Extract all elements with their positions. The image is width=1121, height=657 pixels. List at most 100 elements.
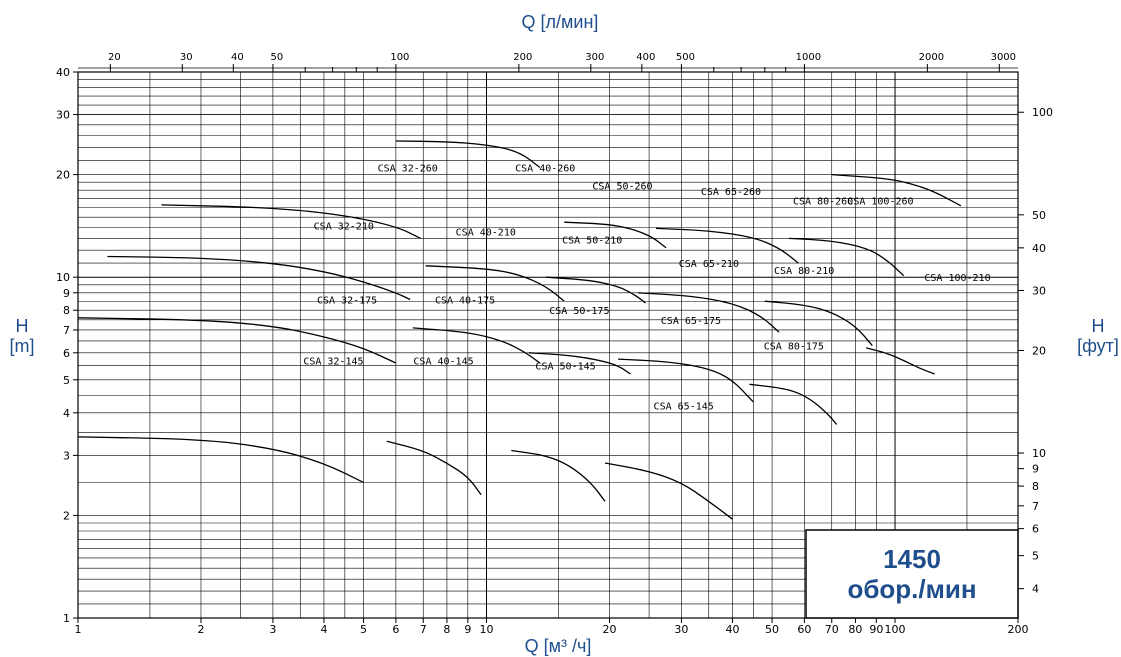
y2-tick-label: 50 <box>1032 209 1046 222</box>
y-tick-label: 10 <box>56 271 70 284</box>
x-tick-label: 10 <box>480 623 494 636</box>
x-tick-label: 7 <box>420 623 427 636</box>
y2-tick-label: 5 <box>1032 550 1039 563</box>
y-tick-label: 3 <box>63 449 70 462</box>
pump-curve-csa-50-210 <box>546 276 646 304</box>
pump-curve-csa-32-145 <box>77 436 364 483</box>
x-tick-label: 6 <box>392 623 399 636</box>
x-tick-label: 90 <box>869 623 883 636</box>
pump-curve-csa-32-210 <box>107 255 411 301</box>
x-tick-label: 1 <box>75 623 82 636</box>
x2-tick-label: 30 <box>180 52 193 63</box>
y-axis-title-right: H <box>1092 316 1105 336</box>
y2-tick-label: 9 <box>1032 463 1039 476</box>
pump-curve-csa-65-145 <box>604 462 733 520</box>
x-tick-label: 9 <box>464 623 471 636</box>
rpm-annotation-box <box>805 529 1019 619</box>
pump-curve-csa-32-175 <box>77 317 397 364</box>
pump-curve-csa-100-210 <box>866 347 935 375</box>
curve-label: CSA 40-210 <box>456 228 516 239</box>
y2-tick-label: 8 <box>1032 480 1039 493</box>
rpm-unit: обор./мин <box>847 574 976 604</box>
y-axis-unit-right: [фут] <box>1077 336 1119 356</box>
y-tick-label: 1 <box>63 612 70 625</box>
x2-axis-title: Q [л/мин] <box>522 12 599 32</box>
y-tick-label: 6 <box>63 347 70 360</box>
x-tick-label: 70 <box>825 623 839 636</box>
x2-tick-label: 300 <box>585 52 604 63</box>
x-axis-title: Q [м³ /ч] <box>525 636 592 656</box>
curve-label: CSA 65-210 <box>679 259 739 270</box>
y-axis-title-left: H <box>16 316 29 336</box>
x-tick-label: 3 <box>269 623 276 636</box>
x2-tick-label: 50 <box>271 52 284 63</box>
pump-curve-csa-40-145 <box>395 140 541 168</box>
x-tick-label: 40 <box>725 623 739 636</box>
pump-curve-csa-65-260 <box>655 227 799 264</box>
pump-curve-csa-40-260 <box>425 265 565 302</box>
pump-curve-csa-50-145 <box>511 449 606 502</box>
x-tick-label: 5 <box>360 623 367 636</box>
y-tick-label: 9 <box>63 287 70 300</box>
y2-tick-label: 100 <box>1032 106 1053 119</box>
curve-label: CSA 50-260 <box>592 181 652 192</box>
x-tick-label: 200 <box>1008 623 1029 636</box>
x2-tick-label: 200 <box>513 52 532 63</box>
pump-curve-csa-65-210 <box>638 292 780 333</box>
curve-label: CSA 50-145 <box>535 362 595 373</box>
pump-curve-csa-80-210 <box>764 300 873 347</box>
pump-curve-csa-40-175 <box>386 440 482 496</box>
x2-tick-label: 40 <box>231 52 244 63</box>
y-tick-label: 5 <box>63 374 70 387</box>
pump-curve-csa-50-260 <box>564 221 667 249</box>
x-tick-label: 30 <box>674 623 688 636</box>
curve-label: CSA 32-175 <box>317 296 377 307</box>
x2-tick-label: 500 <box>676 52 695 63</box>
curve-label: CSA 40-175 <box>435 296 495 307</box>
x-tick-label: 8 <box>443 623 450 636</box>
pump-curve-csa-80-175 <box>749 383 838 425</box>
y2-tick-label: 20 <box>1032 344 1046 357</box>
x-tick-label: 100 <box>885 623 906 636</box>
curve-label: CSA 50-175 <box>549 306 609 317</box>
x2-tick-label: 3000 <box>991 52 1016 63</box>
y-tick-label: 4 <box>63 407 70 420</box>
y2-tick-label: 7 <box>1032 500 1039 513</box>
pump-curve-csa-50-175 <box>528 352 631 375</box>
x2-tick-label: 400 <box>636 52 655 63</box>
plot-area-frame <box>77 71 1019 619</box>
curve-label: CSA 65-260 <box>701 187 761 198</box>
x-tick-label: 4 <box>320 623 327 636</box>
curve-label: CSA 32-210 <box>314 221 374 232</box>
y2-tick-label: 30 <box>1032 284 1046 297</box>
curve-label: CSA 100-210 <box>924 273 990 284</box>
pump-curves: CSA 32-145 CSA 32-175 CSA 32-210 CSA 32-260… <box>77 140 991 520</box>
y-tick-label: 40 <box>56 66 70 79</box>
pump-curve-csa-40-210 <box>412 327 541 364</box>
rpm-value: 1450 <box>883 544 941 574</box>
curve-label: CSA 40-260 <box>515 163 575 174</box>
pump-curve-csa-65-175 <box>618 358 754 403</box>
y-tick-label: 8 <box>63 304 70 317</box>
y-tick-label: 7 <box>63 324 70 337</box>
curve-label: CSA 40-145 <box>413 356 473 367</box>
pump-curve-csa-32-260 <box>161 204 421 239</box>
x2-tick-label: 100 <box>390 52 409 63</box>
y-tick-label: 2 <box>63 509 70 522</box>
x2-tick-label: 20 <box>108 52 121 63</box>
x-tick-label: 20 <box>602 623 616 636</box>
x-tick-label: 80 <box>848 623 862 636</box>
pump-curve-csa-80-260 <box>788 237 905 277</box>
y2-tick-label: 6 <box>1032 523 1039 536</box>
y2-tick-label: 4 <box>1032 583 1039 596</box>
x-tick-label: 50 <box>765 623 779 636</box>
curve-label: CSA 100-260 <box>847 196 913 207</box>
curve-label: CSA 80-260 <box>793 196 853 207</box>
curve-label: CSA 65-145 <box>654 402 714 413</box>
y2-tick-label: 10 <box>1032 447 1046 460</box>
curve-label: CSA 80-210 <box>774 266 834 277</box>
curve-label: CSA 65-175 <box>661 316 721 327</box>
y-tick-label: 20 <box>56 169 70 182</box>
curve-label: CSA 50-210 <box>562 235 622 246</box>
